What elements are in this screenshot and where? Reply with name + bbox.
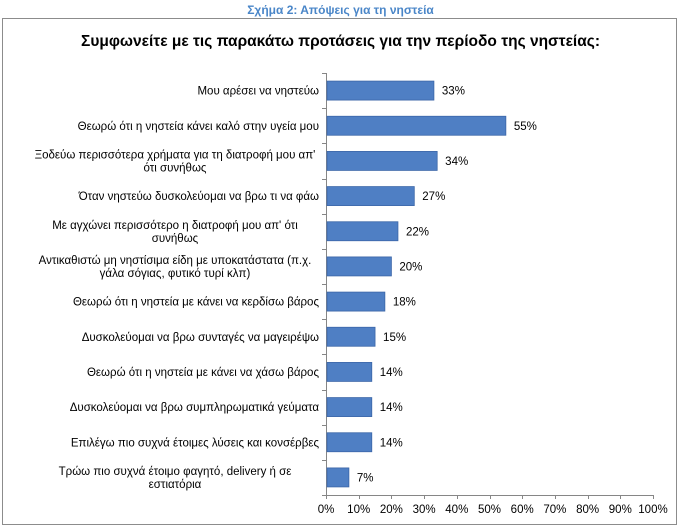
value-label: 33% [442, 86, 465, 98]
value-label: 14% [380, 402, 403, 414]
value-label: 18% [393, 297, 416, 309]
bar [326, 80, 435, 101]
x-tick-label: 90% [609, 504, 632, 516]
category-label: Μου αρέσει να νηστεύω [197, 86, 319, 98]
category-label: ότι συνήθως [144, 162, 207, 174]
bar [326, 221, 399, 242]
category-label: Τρώω πιο συχνά έτοιμο φαγητό, delivery ή… [59, 466, 292, 478]
x-tick-label: 20% [380, 504, 403, 516]
value-label: 34% [445, 156, 468, 168]
x-tick-label: 100% [638, 504, 667, 516]
category-label: εστιατόρια [149, 479, 202, 491]
category-label: γάλα σόγιας, φυτικό τυρί κλπ) [100, 268, 251, 280]
x-tick-label: 0% [318, 504, 335, 516]
category-label: Δυσκολεύομαι να βρω συνταγές να μαγειρέψ… [82, 332, 319, 344]
category-label: Ξοδεύω περισσότερα χρήματα για τη διατρο… [35, 149, 316, 161]
bar [326, 256, 392, 277]
value-label: 20% [399, 261, 422, 273]
x-tick-label: 30% [413, 504, 436, 516]
value-label: 27% [422, 191, 445, 203]
bar [326, 467, 350, 488]
category-label: Δυσκολεύομαι να βρω συμπληρωματικά γεύμα… [70, 402, 320, 414]
category-label: συνήθως [152, 233, 199, 245]
chart-title: Συμφωνείτε με τις παρακάτω προτάσεις για… [81, 33, 600, 50]
bar-chart: 0% 10% 20% 30% 40% 50% 60% 70% 80% 90% 100% 33% Μου … [35, 73, 668, 516]
chart-frame: Συμφωνείτε με τις παρακάτω προτάσεις για… [2, 18, 677, 525]
category-label: Θεωρώ ότι η νηστεία με κάνει να κερδίσω … [73, 297, 319, 309]
x-tick-label: 80% [576, 504, 599, 516]
x-tick-label: 10% [347, 504, 370, 516]
bar [326, 326, 376, 347]
x-tick-label: 40% [445, 504, 468, 516]
value-label: 7% [357, 472, 374, 484]
x-tick-label: 70% [543, 504, 566, 516]
category-label: Θεωρώ ότι η νηστεία με κάνει να χάσω βάρ… [87, 367, 319, 379]
category-label: Όταν νηστεύω δυσκολεύομαι να βρω τι να φ… [78, 191, 319, 203]
bar [326, 115, 507, 136]
bar [326, 397, 373, 417]
category-label: Αντικαθιστώ μη νηστίσιμα είδη με υποκατά… [39, 255, 312, 267]
bar [326, 291, 386, 312]
value-label: 22% [406, 226, 429, 238]
x-tick-label: 60% [511, 504, 534, 516]
figure-caption: Σχήμα 2: Απόψεις για τη νηστεία [247, 3, 434, 17]
category-label: Με αγχώνει περισσότερο η διατροφή μου απ… [52, 220, 298, 232]
value-label: 55% [514, 121, 537, 133]
bar [326, 186, 415, 206]
value-label: 14% [380, 437, 403, 449]
bar [326, 432, 373, 453]
value-label: 14% [380, 367, 403, 379]
bar [326, 362, 373, 382]
bar [326, 151, 438, 171]
category-label: Θεωρώ ότι η νηστεία κάνει καλό στην υγεί… [78, 121, 319, 133]
category-label: Επιλέγω πιο συχνά έτοιμες λύσεις και κον… [71, 437, 320, 449]
x-tick-label: 50% [478, 504, 501, 516]
value-label: 15% [383, 332, 406, 344]
